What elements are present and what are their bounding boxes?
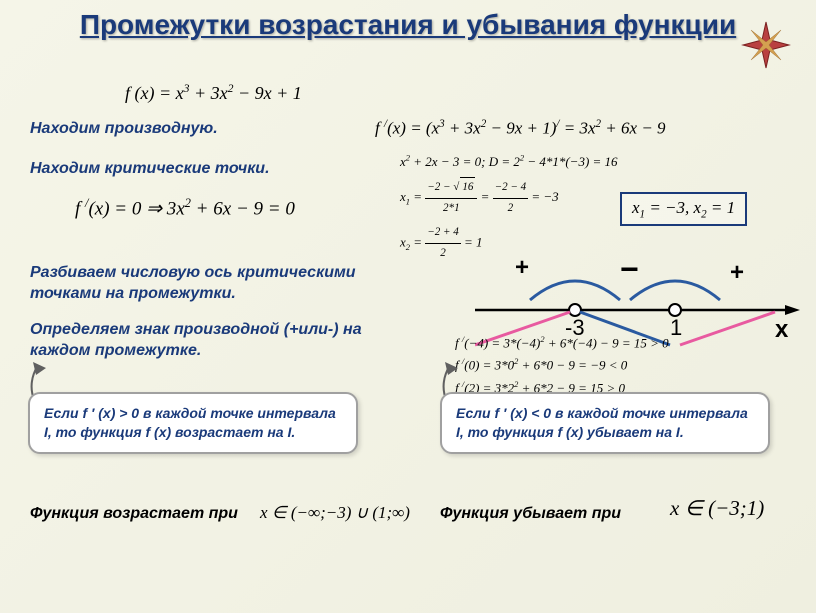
step1-label: Находим производную. (30, 120, 218, 138)
callout-increasing: Если f ′ (х) > 0 в каждой точке интервал… (28, 392, 358, 454)
svg-text:+: + (730, 259, 744, 286)
increasing-interval: x ∈ (−∞;−3) ∪ (1;∞) (260, 503, 410, 523)
derivative-formula: f /(x) = (x3 + 3x2 − 9x + 1)/ = 3x2 + 6x… (375, 118, 666, 139)
callout-decreasing: Если f ′ (х) < 0 в каждой точке интервал… (440, 392, 770, 454)
svg-text:1: 1 (670, 315, 682, 340)
step2-label: Находим критические точки. (30, 160, 270, 178)
increasing-label: Функция возрастает при (30, 505, 238, 523)
svg-text:−: − (620, 251, 639, 287)
decreasing-interval: x ∈ (−3;1) (670, 496, 764, 521)
star-icon (741, 20, 791, 70)
step3-label: Разбиваем числовую ось критическими точк… (30, 263, 410, 305)
roots-box: x1 = −3, x2 = 1 (620, 192, 747, 226)
svg-text:x: x (775, 316, 789, 343)
quadratic-calc: x2 + 2x − 3 = 0; D = 22 − 4*1*(−3) = 16 … (400, 150, 618, 264)
step4-label: Определяем знак производной (+или-) на к… (30, 320, 410, 362)
main-formula: f (x) = x3 + 3x2 − 9x + 1 (125, 82, 302, 104)
decreasing-label: Функция убывает при (440, 505, 621, 523)
page-title: Промежутки возрастания и убывания функци… (0, 0, 816, 42)
equation-zero: f /(x) = 0 ⇒ 3x2 + 6x − 9 = 0 (75, 196, 295, 220)
evaluation-calc: f /(−4) = 3*(−4)2 + 6*(−4) − 9 = 15 > 0 … (455, 332, 669, 399)
svg-text:+: + (515, 254, 529, 281)
